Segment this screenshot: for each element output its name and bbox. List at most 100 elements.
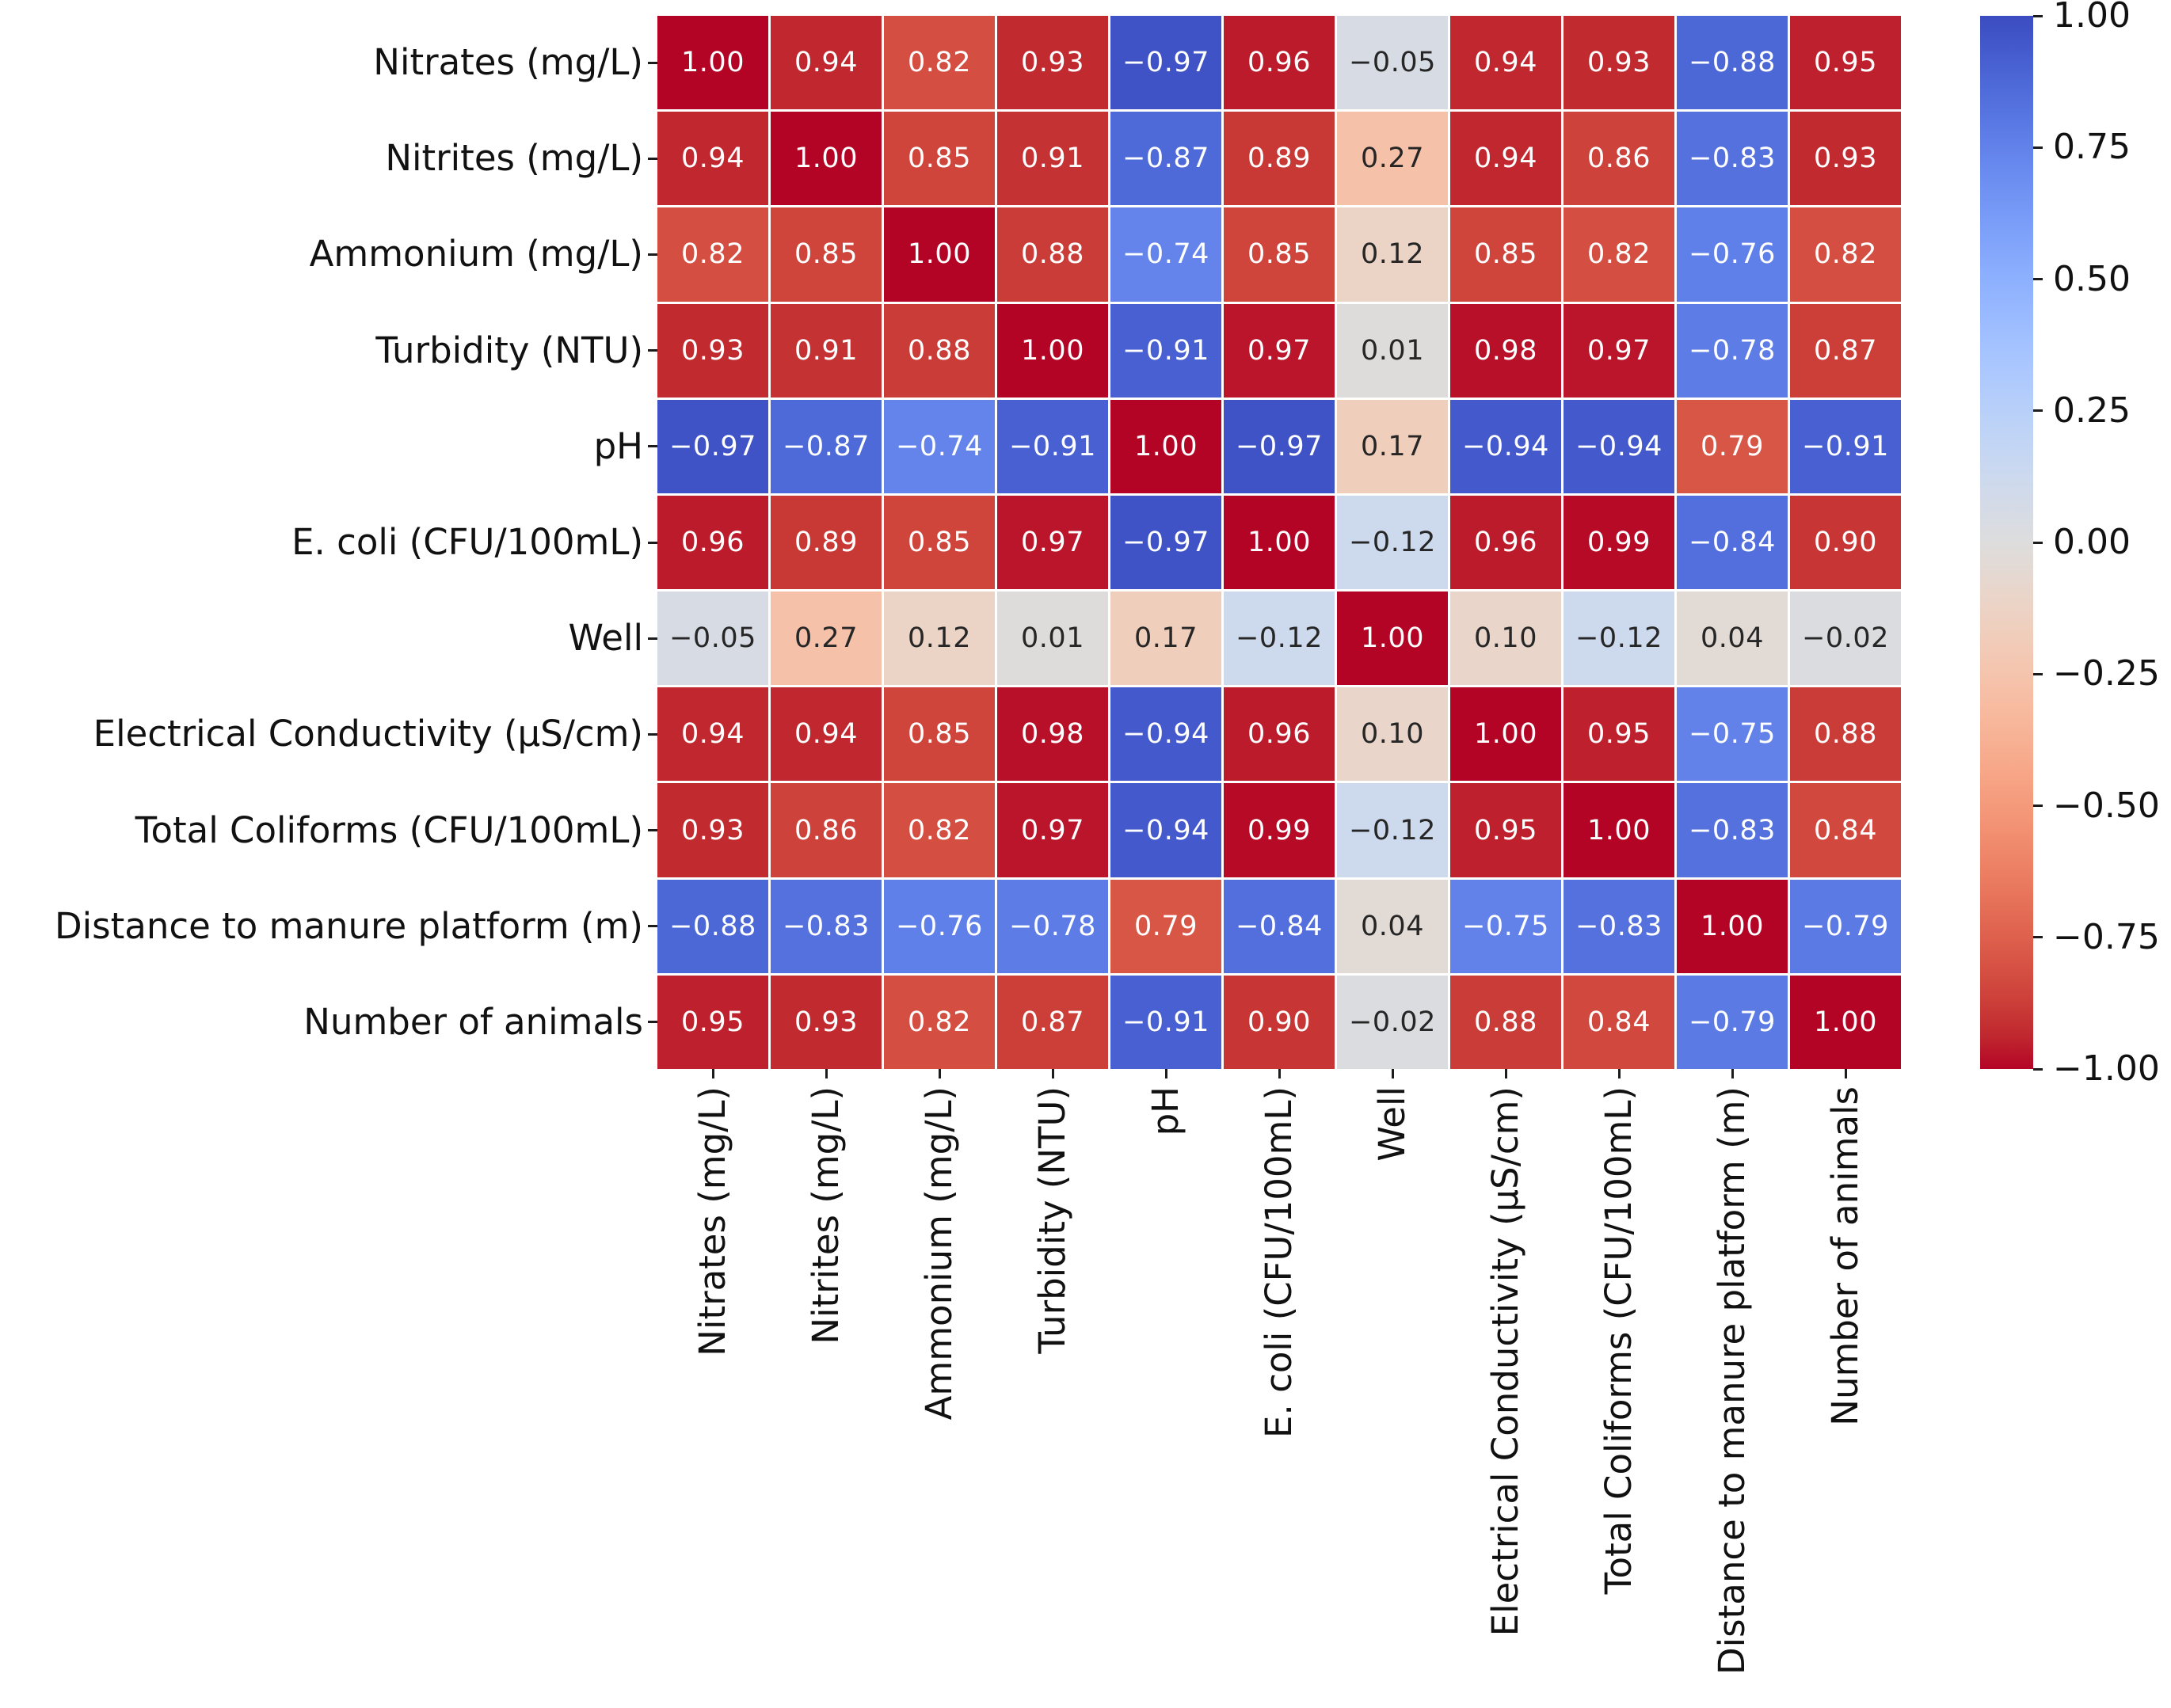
heatmap-cell-10-1: 0.93: [771, 975, 882, 1069]
colorbar-tick-label: 0.00: [2053, 522, 2131, 562]
y-tick-mark: [648, 925, 657, 928]
heatmap-cell-8-10: 0.84: [1790, 783, 1901, 877]
heatmap-cell-9-7: −0.75: [1450, 879, 1561, 973]
colorbar-tick-mark: [2033, 409, 2043, 413]
heatmap-cell-4-3: −0.91: [997, 399, 1108, 493]
y-axis-label: Ammonium (mg/L): [309, 233, 643, 276]
heatmap-cell-7-5: 0.96: [1224, 687, 1335, 782]
heatmap-cell-2-6: 0.12: [1337, 207, 1448, 302]
colorbar-tick-label: 0.75: [2053, 127, 2131, 168]
y-axis-label: Electrical Conductivity (µS/cm): [93, 713, 643, 755]
heatmap-cell-9-8: −0.83: [1564, 879, 1674, 973]
heatmap-cell-8-0: 0.93: [657, 783, 768, 877]
y-axis-label: E. coli (CFU/100mL): [291, 521, 643, 563]
x-axis-label: Well: [1371, 1086, 1413, 1162]
heatmap-cell-8-6: −0.12: [1337, 783, 1448, 877]
heatmap-cell-0-4: −0.97: [1110, 16, 1221, 110]
heatmap-cell-8-5: 0.99: [1224, 783, 1335, 877]
heatmap-cell-6-0: −0.05: [657, 592, 768, 686]
colorbar-tick-mark: [2033, 805, 2043, 807]
colorbar-tick-label: 0.25: [2053, 390, 2131, 431]
x-tick-mark: [711, 1069, 714, 1078]
y-tick-mark: [648, 637, 657, 640]
x-axis-label: Ammonium (mg/L): [918, 1086, 960, 1421]
heatmap-cell-8-3: 0.97: [997, 783, 1108, 877]
heatmap-cell-6-6: 1.00: [1337, 592, 1448, 686]
heatmap-cell-7-4: −0.94: [1110, 687, 1221, 782]
colorbar-tick-mark: [2033, 672, 2043, 675]
heatmap-cell-3-8: 0.97: [1564, 303, 1674, 398]
x-tick-mark: [938, 1069, 941, 1078]
heatmap-cell-9-6: 0.04: [1337, 879, 1448, 973]
x-tick-mark: [1051, 1069, 1054, 1078]
heatmap-cell-10-9: −0.79: [1677, 975, 1788, 1069]
heatmap-cell-4-2: −0.74: [884, 399, 995, 493]
y-axis-label: Distance to manure platform (m): [55, 904, 643, 947]
heatmap-cell-6-3: 0.01: [997, 592, 1108, 686]
heatmap-cell-3-3: 1.00: [997, 303, 1108, 398]
colorbar-tick-mark: [2033, 146, 2043, 149]
heatmap-cell-4-6: 0.17: [1337, 399, 1448, 493]
y-axis-label: Nitrates (mg/L): [373, 41, 643, 84]
colorbar-tick-mark: [2033, 14, 2043, 17]
heatmap-cell-3-4: −0.91: [1110, 303, 1221, 398]
heatmap-cell-7-6: 0.10: [1337, 687, 1448, 782]
colorbar-tick-mark: [2033, 1067, 2043, 1071]
heatmap-cell-0-2: 0.82: [884, 16, 995, 110]
heatmap-cell-7-10: 0.88: [1790, 687, 1901, 782]
colorbar-tick-label: −0.25: [2053, 653, 2160, 694]
heatmap-cell-0-9: −0.88: [1677, 16, 1788, 110]
heatmap-cell-4-7: −0.94: [1450, 399, 1561, 493]
heatmap-cell-7-7: 1.00: [1450, 687, 1561, 782]
x-axis-label: Turbidity (NTU): [1031, 1086, 1073, 1354]
heatmap-cell-6-1: 0.27: [771, 592, 882, 686]
heatmap-cell-0-6: −0.05: [1337, 16, 1448, 110]
heatmap-cell-10-2: 0.82: [884, 975, 995, 1069]
colorbar-tick-mark: [2033, 936, 2043, 939]
y-axis-label: Turbidity (NTU): [375, 329, 643, 371]
heatmap-cell-2-8: 0.82: [1564, 207, 1674, 302]
heatmap-cell-7-3: 0.98: [997, 687, 1108, 782]
heatmap-cell-0-10: 0.95: [1790, 16, 1901, 110]
heatmap-cell-3-0: 0.93: [657, 303, 768, 398]
heatmap-cell-2-3: 0.88: [997, 207, 1108, 302]
y-axis-label: Nitrites (mg/L): [385, 137, 643, 180]
y-tick-mark: [648, 732, 657, 736]
y-tick-mark: [648, 157, 657, 160]
heatmap-cell-5-4: −0.97: [1110, 495, 1221, 590]
heatmap-cell-0-1: 0.94: [771, 16, 882, 110]
x-tick-mark: [1164, 1069, 1167, 1078]
heatmap-cell-8-2: 0.82: [884, 783, 995, 877]
colorbar-tick-mark: [2033, 278, 2043, 280]
heatmap-cell-7-0: 0.94: [657, 687, 768, 782]
heatmap-cell-2-4: −0.74: [1110, 207, 1221, 302]
heatmap-cell-9-3: −0.78: [997, 879, 1108, 973]
heatmap-cell-2-10: 0.82: [1790, 207, 1901, 302]
heatmap-cell-6-5: −0.12: [1224, 592, 1335, 686]
colorbar: [1980, 16, 2033, 1069]
heatmap-cell-9-0: −0.88: [657, 879, 768, 973]
heatmap-cell-5-1: 0.89: [771, 495, 882, 590]
heatmap-cell-10-3: 0.87: [997, 975, 1108, 1069]
y-tick-mark: [648, 829, 657, 832]
x-axis-label: Number of animals: [1824, 1086, 1866, 1426]
heatmap-cell-9-10: −0.79: [1790, 879, 1901, 973]
x-tick-mark: [1391, 1069, 1394, 1078]
heatmap-cell-3-6: 0.01: [1337, 303, 1448, 398]
heatmap-grid: 1.00 0.94 0.82 0.93 −0.97 0.96 −0.05 0.94 0.93 −0…: [657, 16, 1901, 1069]
heatmap-cell-8-9: −0.83: [1677, 783, 1788, 877]
heatmap-cell-7-2: 0.85: [884, 687, 995, 782]
heatmap-cell-6-10: −0.02: [1790, 592, 1901, 686]
x-tick-mark: [1617, 1069, 1621, 1078]
heatmap-cell-4-9: 0.79: [1677, 399, 1788, 493]
colorbar-tick-label: 1.00: [2053, 0, 2131, 36]
heatmap-cell-3-9: −0.78: [1677, 303, 1788, 398]
colorbar-tick-label: 0.50: [2053, 258, 2131, 299]
x-axis-label: Distance to manure platform (m): [1711, 1086, 1753, 1675]
heatmap-cell-10-7: 0.88: [1450, 975, 1561, 1069]
heatmap-cell-6-9: 0.04: [1677, 592, 1788, 686]
heatmap-cell-9-1: −0.83: [771, 879, 882, 973]
heatmap-cell-1-6: 0.27: [1337, 112, 1448, 206]
heatmap-cell-4-0: −0.97: [657, 399, 768, 493]
y-axis-label: Well: [568, 617, 643, 660]
